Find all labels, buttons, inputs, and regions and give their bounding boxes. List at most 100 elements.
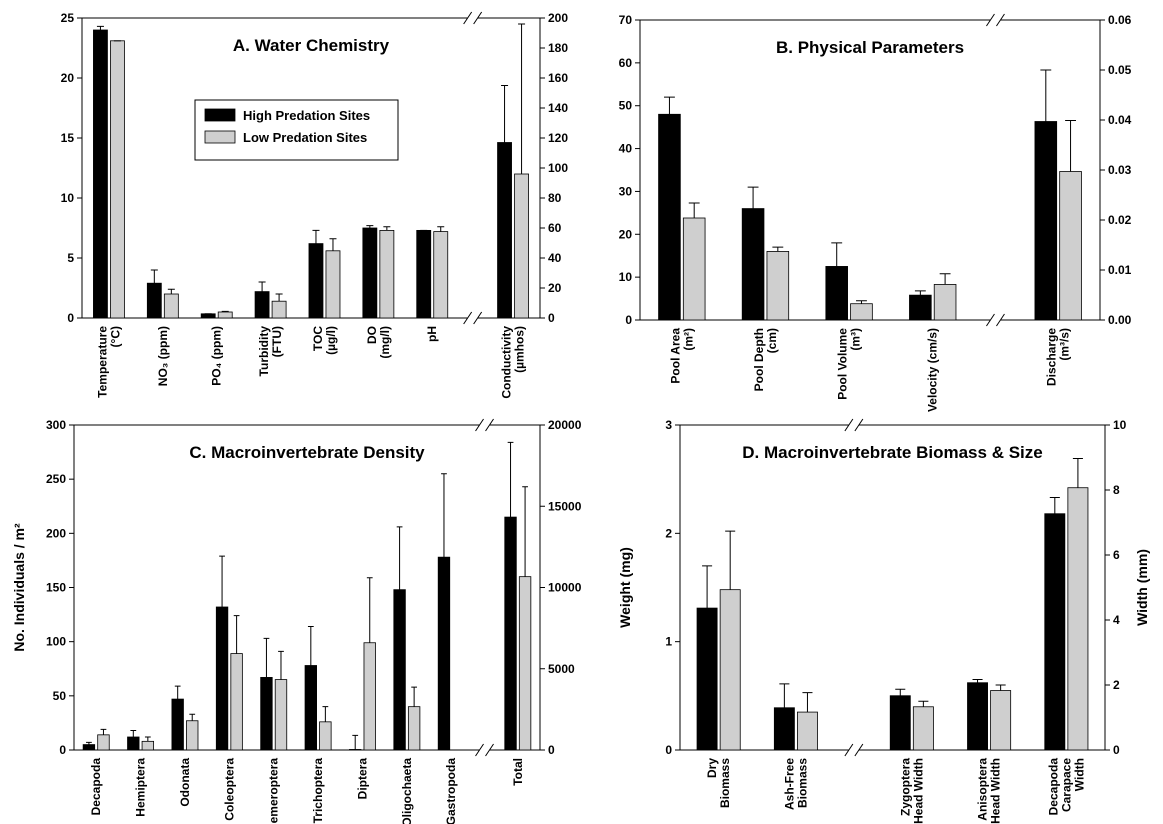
x-tick-label: Carapace <box>1059 758 1073 812</box>
y2-tick-label: 200 <box>548 11 568 25</box>
error-bar <box>258 281 266 292</box>
error-bar <box>501 85 509 143</box>
bar <box>308 243 324 319</box>
x-tick-label: TOC <box>311 326 325 351</box>
axis-break <box>473 311 483 325</box>
y2-tick-label: 140 <box>548 101 568 115</box>
x-tick-label: (°C) <box>108 326 122 347</box>
x-tick-label: Decapoda <box>1046 758 1060 816</box>
bar <box>933 284 957 321</box>
bar <box>141 740 155 751</box>
error-bar <box>275 293 283 302</box>
axis-break <box>485 418 494 432</box>
bar <box>407 706 421 751</box>
y2-tick-label: 20 <box>548 281 562 295</box>
x-tick-label: (m²) <box>681 328 695 351</box>
axis-break <box>475 743 484 757</box>
bar <box>518 576 532 751</box>
bar <box>393 589 406 751</box>
y2-tick-label: 60 <box>548 221 562 235</box>
bar <box>271 300 287 319</box>
legend-swatch <box>204 108 236 122</box>
error-bar <box>167 288 175 294</box>
y2-tick-label: 10000 <box>548 581 582 595</box>
y2-tick-label: 120 <box>548 131 568 145</box>
x-tick-label: Width <box>1072 758 1086 791</box>
bar <box>658 113 681 321</box>
bar <box>741 208 765 321</box>
y2-tick-label: 0.00 <box>1108 313 1132 327</box>
chart-title: B. Physical Parameters <box>776 38 964 57</box>
bar <box>200 313 216 319</box>
axis-break <box>844 418 854 432</box>
bar <box>110 40 125 319</box>
bar <box>304 665 317 751</box>
x-tick-label: Biomass <box>718 758 732 808</box>
axis-break <box>996 313 1005 327</box>
error-bar <box>918 700 929 707</box>
x-tick-label: (FTU) <box>270 326 284 357</box>
x-tick-label: Decapoda <box>89 758 103 816</box>
legend-label: High Predation Sites <box>243 108 370 123</box>
bar <box>990 690 1012 751</box>
error-bar <box>322 706 329 722</box>
x-tick-label: Coleoptera <box>222 758 236 821</box>
axis-break <box>844 743 854 757</box>
x-tick-label: (µmhos) <box>513 326 527 373</box>
x-tick-label: Conductivity <box>500 326 514 399</box>
axis-break <box>463 11 473 25</box>
error-bar <box>366 577 373 643</box>
error-bar <box>174 685 181 700</box>
bar <box>97 734 110 751</box>
x-tick-label: (m³/s) <box>1058 328 1072 361</box>
y-tick-label: 70 <box>619 13 633 27</box>
error-bar <box>189 713 196 721</box>
bar <box>850 303 873 321</box>
error-bar <box>747 186 759 209</box>
bar <box>1034 121 1058 321</box>
x-tick-label: pH <box>425 326 439 342</box>
error-bar <box>219 555 225 607</box>
y-tick-label: 25 <box>61 11 75 25</box>
y-axis-label: Weight (mg) <box>617 547 633 628</box>
bar <box>909 294 932 321</box>
error-bar <box>366 225 374 228</box>
y-tick-label: 150 <box>46 581 66 595</box>
x-tick-label: Ephemeroptera <box>267 758 281 824</box>
bar <box>82 744 96 751</box>
y2-tick-label: 0.03 <box>1108 163 1132 177</box>
bar <box>93 29 108 319</box>
error-bar <box>329 238 337 251</box>
x-tick-label: Zygoptera <box>898 758 912 816</box>
y2-tick-label: 0 <box>548 311 555 325</box>
bar <box>696 607 718 751</box>
bar <box>127 736 140 751</box>
x-tick-label: (mg/l) <box>378 326 392 359</box>
bar <box>967 682 988 751</box>
bar <box>1067 487 1089 751</box>
legend-label: Low Predation Sites <box>243 130 367 145</box>
error-bar <box>995 684 1006 691</box>
error-bar <box>522 486 528 577</box>
error-bar <box>779 683 790 708</box>
x-tick-label: Discharge <box>1045 328 1059 386</box>
bar <box>825 266 848 321</box>
error-bar <box>144 736 151 742</box>
x-tick-label: Temperature <box>95 326 109 398</box>
axis-break <box>996 13 1005 27</box>
axis-break <box>485 743 494 757</box>
x-tick-label: Trichoptera <box>311 758 325 824</box>
bar <box>682 217 706 321</box>
error-bar <box>263 637 270 678</box>
bar <box>230 653 243 751</box>
bar <box>437 556 451 751</box>
bar <box>217 311 233 319</box>
x-tick-label: (cm) <box>765 328 779 353</box>
axis-break <box>854 743 864 757</box>
y2-tick-label: 10 <box>1113 418 1127 432</box>
y2-tick-label: 0.04 <box>1108 113 1132 127</box>
x-tick-label: Odonata <box>178 758 192 807</box>
bar <box>274 679 288 751</box>
x-tick-label: Total <box>511 758 525 786</box>
